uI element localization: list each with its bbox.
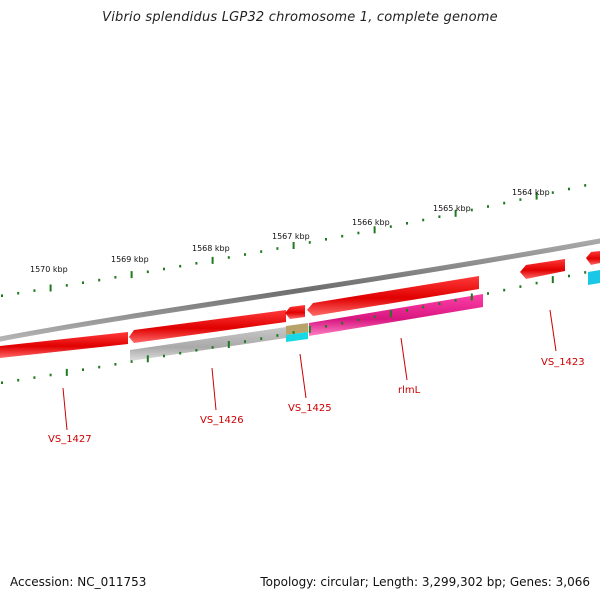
gene-vs1426-red-arrow bbox=[129, 310, 286, 343]
outer-scale-labels: 1570 kbp 1569 kbp 1568 kbp 1567 kbp 1566… bbox=[30, 188, 550, 274]
gene-edge-arrow bbox=[586, 251, 600, 265]
gene-vs1423-arrow bbox=[520, 259, 565, 279]
genome-title: Vibrio splendidus LGP32 chromosome 1, co… bbox=[102, 10, 498, 25]
chromosome-backbone bbox=[0, 238, 600, 342]
scale-label-1568: 1568 kbp bbox=[192, 244, 230, 253]
forward-strand-genes bbox=[0, 251, 600, 358]
gene-vs1426-gray-block bbox=[130, 327, 286, 361]
leader-vs1423 bbox=[549, 309, 557, 352]
scale-label-1564: 1564 kbp bbox=[512, 188, 550, 197]
inner-scale-ticks bbox=[1, 271, 587, 384]
scale-label-1566: 1566 kbp bbox=[352, 218, 390, 227]
gene-label-vs1426: VS_1426 bbox=[200, 415, 244, 426]
leader-rlml bbox=[400, 337, 408, 381]
gene-edge-cyan-block bbox=[588, 270, 600, 285]
genome-summary-text: Topology: circular; Length: 3,299,302 bp… bbox=[260, 575, 590, 589]
inner-strand-features bbox=[130, 270, 600, 361]
scale-label-1570: 1570 kbp bbox=[30, 265, 68, 274]
scale-label-1567: 1567 kbp bbox=[272, 232, 310, 241]
gene-vs1425-khaki-block bbox=[286, 323, 308, 335]
gene-rlml-red-arrow bbox=[307, 276, 479, 316]
gene-vs1425-cyan-block bbox=[286, 332, 308, 342]
outer-scale-ticks bbox=[1, 184, 587, 297]
scale-label-1565: 1565 kbp bbox=[433, 204, 471, 213]
scale-label-1569: 1569 kbp bbox=[111, 255, 149, 264]
leader-vs1427 bbox=[62, 387, 68, 431]
gene-label-vs1425: VS_1425 bbox=[288, 403, 332, 414]
gene-labels: VS_1427 VS_1426 VS_1425 rlmL VS_1423 bbox=[48, 309, 585, 445]
gene-vs1425-red-arrow bbox=[285, 305, 305, 319]
gene-vs1427-arrow bbox=[0, 332, 128, 358]
gene-label-vs1427: VS_1427 bbox=[48, 434, 92, 445]
accession-text: Accession: NC_011753 bbox=[10, 575, 147, 589]
gene-label-rlml: rlmL bbox=[398, 385, 421, 396]
leader-vs1425 bbox=[299, 353, 307, 399]
gene-label-vs1423: VS_1423 bbox=[541, 357, 585, 368]
leader-vs1426 bbox=[211, 367, 217, 411]
